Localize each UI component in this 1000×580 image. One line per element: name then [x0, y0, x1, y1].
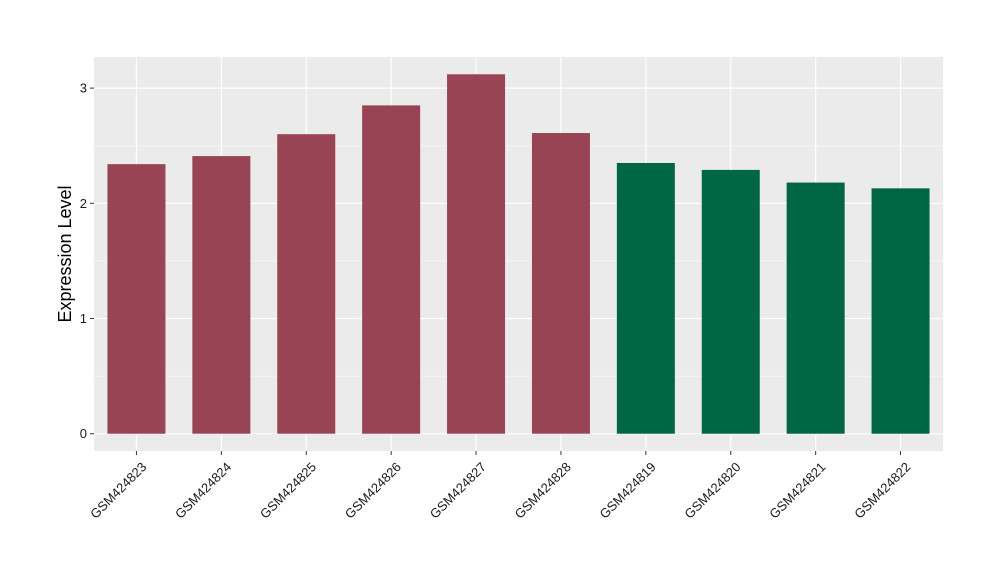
x-tick-label: GSM424821: [766, 459, 828, 521]
x-tick-label: GSM424819: [597, 459, 659, 521]
x-tick-label: GSM424824: [172, 459, 234, 521]
y-axis: 0 1 2 3: [80, 81, 94, 441]
y-axis-title: Expression Level: [55, 185, 75, 322]
y-tick-label: 1: [80, 311, 87, 326]
bar-GSM424820: [701, 169, 760, 434]
bar-GSM424825: [277, 134, 336, 434]
bar-GSM424824: [192, 156, 251, 434]
bar-GSM424827: [447, 74, 506, 434]
x-tick-label: GSM424822: [851, 459, 913, 521]
x-tick-label: GSM424827: [427, 459, 489, 521]
bars: [107, 74, 930, 434]
x-tick-label: GSM424820: [681, 459, 743, 521]
x-tick-label: GSM424828: [512, 459, 574, 521]
x-tick-label: GSM424826: [342, 459, 404, 521]
y-tick-label: 2: [80, 196, 87, 211]
bar-GSM424822: [871, 188, 930, 434]
x-axis: GSM424823 GSM424824 GSM424825 GSM424826 GSM4…: [87, 451, 913, 522]
bar-GSM424823: [107, 164, 166, 434]
x-tick-label: GSM424825: [257, 459, 319, 521]
y-tick-label: 0: [80, 426, 87, 441]
bar-GSM424826: [362, 105, 421, 434]
bar-GSM424828: [531, 133, 590, 434]
bar-GSM424821: [786, 182, 845, 434]
bar-GSM424819: [616, 162, 675, 434]
y-tick-label: 3: [80, 81, 87, 96]
x-tick-label: GSM424823: [87, 459, 149, 521]
